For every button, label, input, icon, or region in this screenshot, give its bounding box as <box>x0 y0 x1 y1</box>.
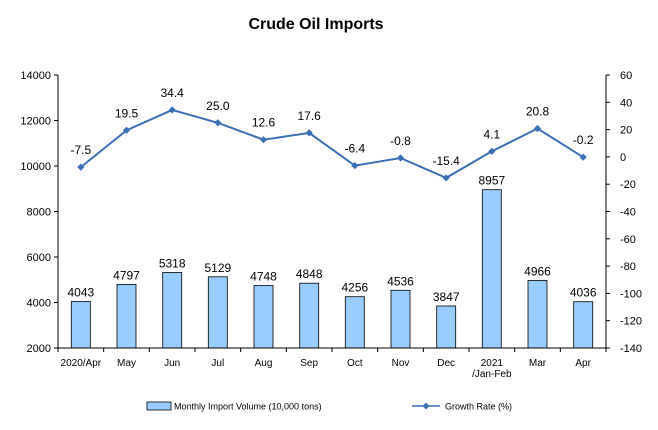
chart-title: Crude Oil Imports <box>248 16 383 33</box>
bar-value-label: 4797 <box>113 268 140 282</box>
bar-value-label: 5129 <box>204 261 231 275</box>
growth-rate-point <box>122 126 131 134</box>
growth-rate-label: -15.4 <box>432 154 460 168</box>
right-tick-label: 40 <box>620 97 632 109</box>
bar <box>207 276 228 349</box>
left-tick-label: 14000 <box>20 70 51 82</box>
x-tick-label: Nov <box>392 358 410 369</box>
bar-value-label: 4966 <box>524 265 551 279</box>
x-tick-label: May <box>117 358 136 369</box>
growth-rate-label: 12.6 <box>252 116 276 130</box>
growth-rate-label: 4.1 <box>483 127 500 141</box>
right-tick-label: -20 <box>620 179 636 191</box>
bar-value-label: 4043 <box>67 286 94 300</box>
x-tick-label: Mar <box>529 358 547 369</box>
left-tick-label: 6000 <box>27 252 51 264</box>
growth-rate-label: -0.8 <box>390 134 411 148</box>
growth-rate-label: 34.4 <box>160 86 184 100</box>
legend-bar-swatch <box>146 401 172 411</box>
growth-rate-label: -0.2 <box>573 133 594 147</box>
x-tick-label: Sep <box>300 358 318 369</box>
x-tick-label: Apr <box>575 358 591 369</box>
bar <box>70 301 91 349</box>
right-tick-label: -40 <box>620 207 636 219</box>
x-tick-label: /Jan-Feb <box>472 369 512 380</box>
x-tick-label: Dec <box>437 358 455 369</box>
growth-rate-label: 17.6 <box>297 109 321 123</box>
growth-rate-point <box>579 153 587 161</box>
bar <box>390 289 411 349</box>
plot-area: 2000 4000 6000 8000 10000 12000 14000 -140 -120 -… <box>20 70 642 380</box>
growth-rate-label: -6.4 <box>344 142 365 156</box>
growth-rate-point <box>442 174 450 182</box>
left-tick-label: 10000 <box>20 161 51 173</box>
growth-rate-point <box>259 136 268 144</box>
bar <box>527 280 548 349</box>
x-tick-label: Oct <box>347 358 363 369</box>
bar-value-label: 5318 <box>159 257 186 271</box>
right-tick-label: -60 <box>620 234 636 246</box>
bar-value-label: 4748 <box>250 269 277 283</box>
left-tick-label: 12000 <box>20 116 51 128</box>
growth-rate-point <box>168 106 176 114</box>
x-tick-label: Jun <box>164 358 180 369</box>
x-tick-label: 2021 <box>481 358 504 369</box>
left-tick-label: 2000 <box>27 343 51 355</box>
right-tick-label: -140 <box>620 343 642 355</box>
bar-value-label: 4256 <box>341 281 368 295</box>
right-tick-label: -100 <box>620 288 642 300</box>
right-tick-label: -80 <box>620 261 636 273</box>
bar <box>116 283 137 349</box>
growth-rate-label: 19.5 <box>115 106 139 120</box>
growth-rate-label: -7.5 <box>70 143 91 157</box>
right-tick-label: -120 <box>620 316 642 328</box>
legend-line-label: Growth Rate (%) <box>445 402 512 412</box>
growth-rate-label: 25.0 <box>206 99 230 113</box>
left-tick-label: 4000 <box>27 298 51 310</box>
bar-value-label: 4036 <box>570 286 597 300</box>
bar <box>344 296 365 349</box>
bar-value-label: 4536 <box>387 274 414 288</box>
left-tick-label: 8000 <box>27 207 51 219</box>
growth-rate-point <box>396 154 405 162</box>
right-tick-label: 60 <box>620 70 632 82</box>
growth-rate-label: 20.8 <box>526 105 550 119</box>
legend-line-marker <box>422 402 430 410</box>
growth-rate-point <box>305 129 313 137</box>
x-tick-label: 2020/Apr <box>61 358 102 369</box>
bar <box>573 301 594 349</box>
bar <box>299 282 320 349</box>
bar-value-label: 4848 <box>296 267 323 281</box>
bar <box>481 189 502 349</box>
bar <box>162 272 183 349</box>
right-tick-label: 20 <box>620 125 632 137</box>
growth-rate-point <box>488 147 496 155</box>
bar-value-label: 8957 <box>478 174 505 188</box>
x-tick-label: Aug <box>255 358 273 369</box>
x-tick-label: Jul <box>211 358 224 369</box>
growth-rate-point <box>533 124 542 133</box>
growth-rate-point <box>214 119 222 127</box>
growth-rate-point <box>77 163 85 171</box>
bar-value-label: 3847 <box>433 290 460 304</box>
legend: Monthly Import Volume (10,000 tons) Grow… <box>146 401 512 412</box>
right-tick-label: 0 <box>620 152 626 164</box>
bar <box>436 305 457 349</box>
bar <box>253 285 274 349</box>
growth-rate-point <box>351 162 359 170</box>
growth-rate-line <box>80 108 584 180</box>
legend-bar-label: Monthly Import Volume (10,000 tons) <box>174 402 322 412</box>
